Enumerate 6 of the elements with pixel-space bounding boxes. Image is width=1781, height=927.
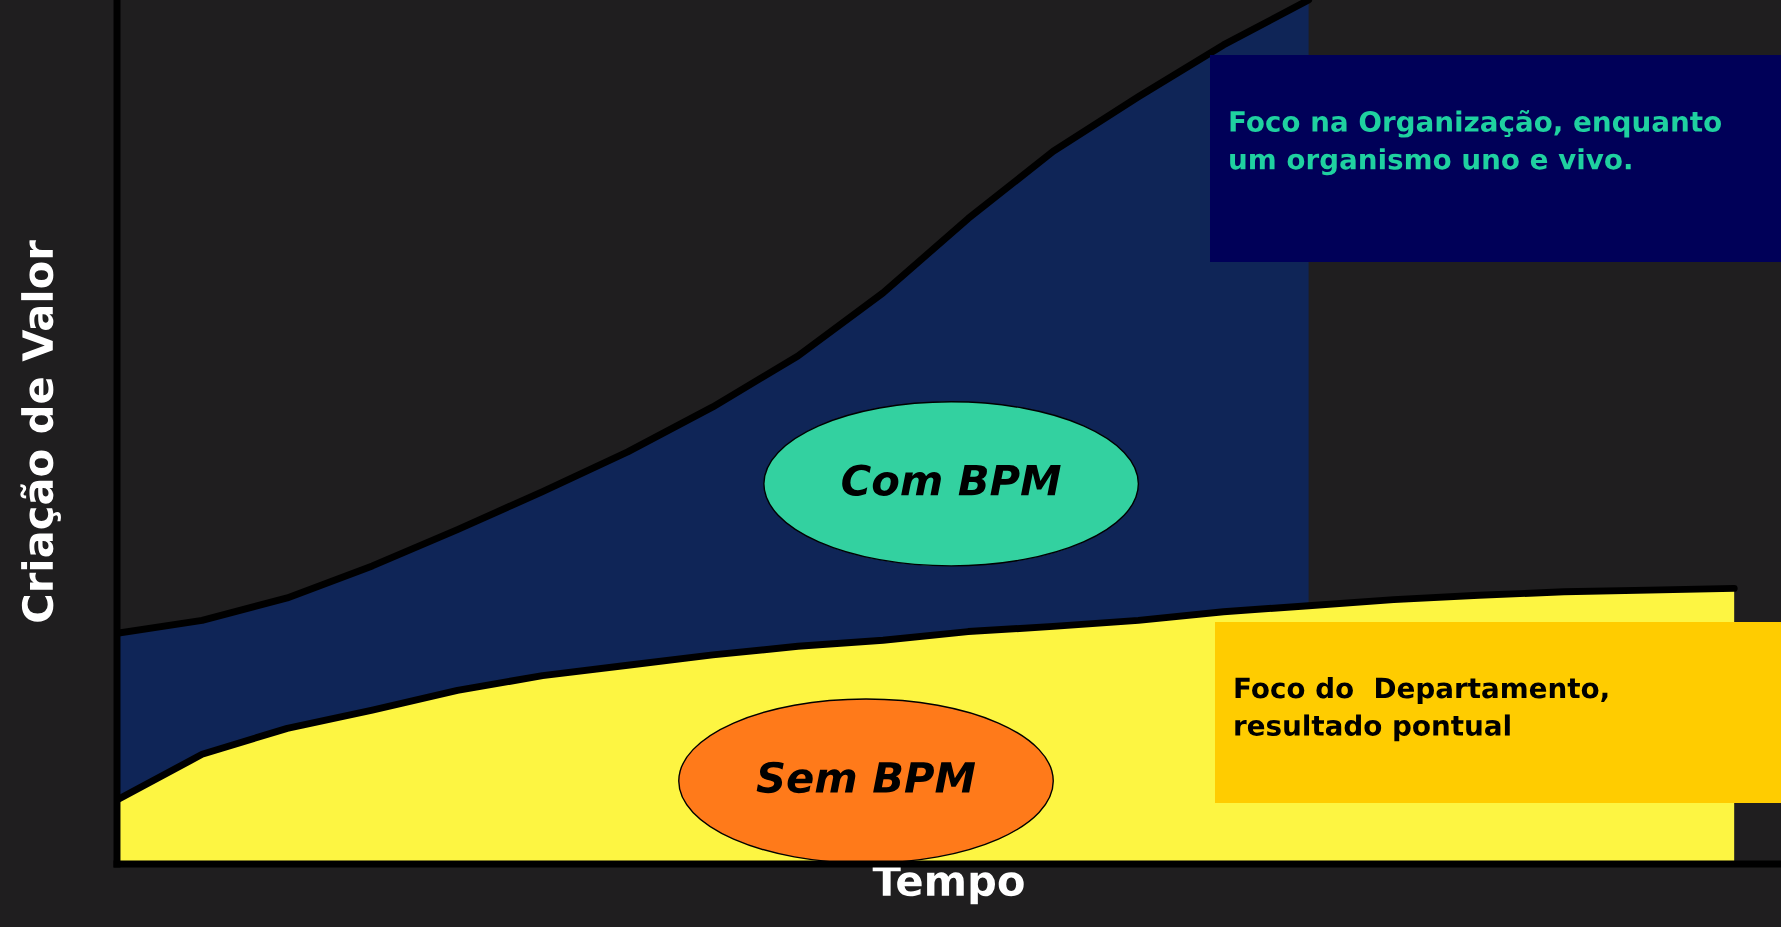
x-axis-title: Tempo xyxy=(872,865,1024,905)
y-axis-title: Criação de Valor xyxy=(20,240,61,622)
annotation: Foco na Organização, enquanto um organismo uno e vivo. xyxy=(1230,110,1721,176)
series-label: Sem BPM xyxy=(756,761,976,794)
series-label: Com BPM xyxy=(842,464,1061,496)
annotation: Foco do Departamento, resultado pontual xyxy=(1235,677,1608,742)
